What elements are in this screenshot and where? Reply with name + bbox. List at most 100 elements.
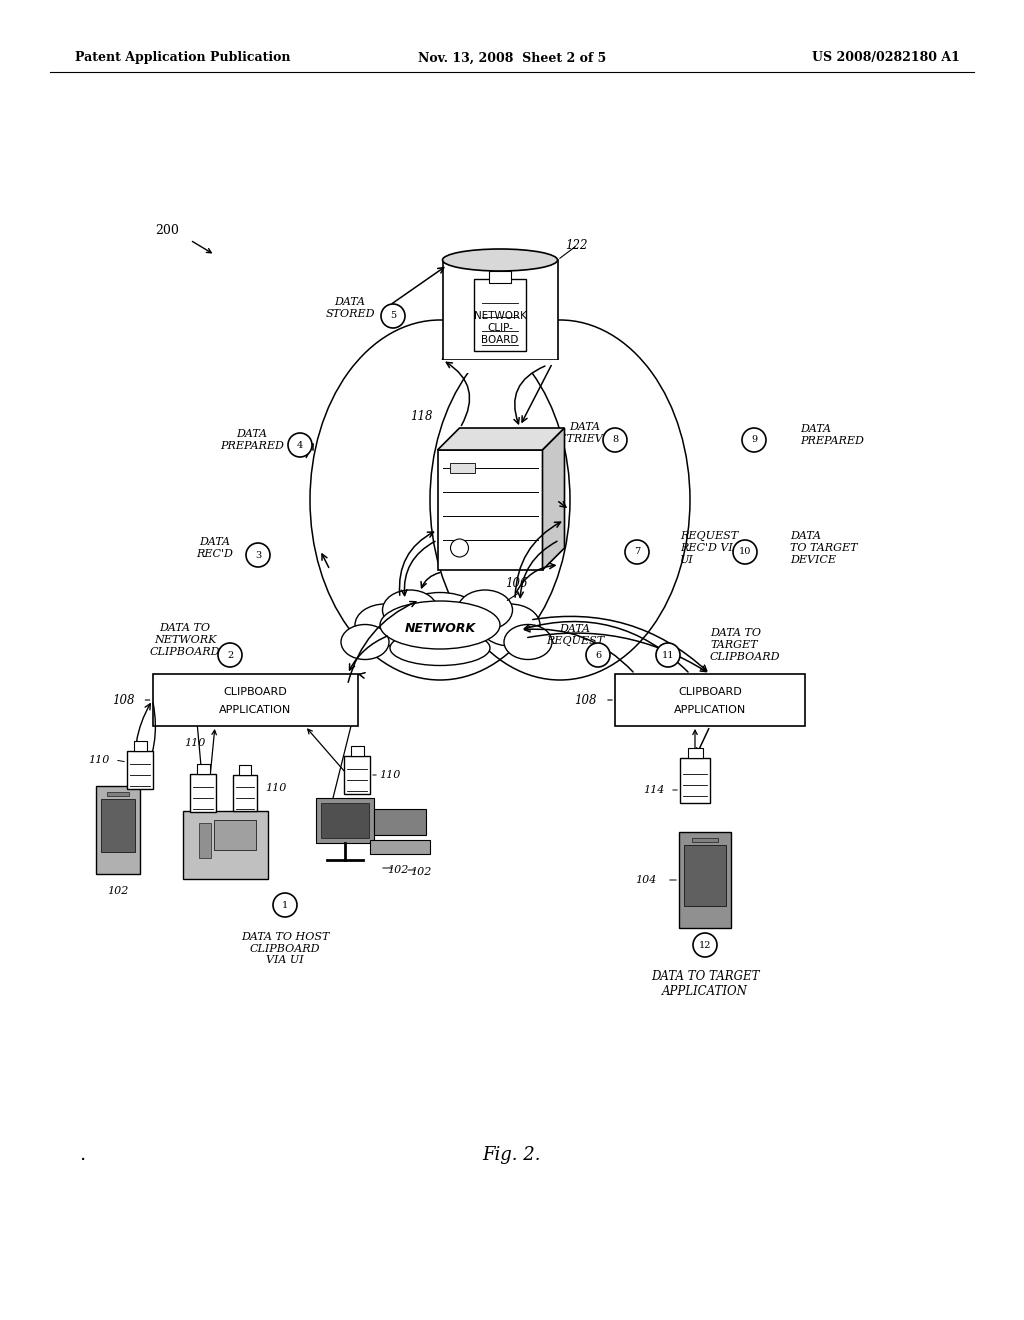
Text: Patent Application Publication: Patent Application Publication — [75, 51, 291, 65]
Text: 110: 110 — [89, 755, 110, 766]
Bar — [239, 766, 251, 775]
Circle shape — [742, 428, 766, 451]
Ellipse shape — [458, 590, 512, 630]
Text: 9: 9 — [751, 436, 757, 445]
Text: 1: 1 — [282, 900, 288, 909]
Text: 8: 8 — [612, 436, 618, 445]
Text: 122: 122 — [565, 239, 588, 252]
Ellipse shape — [355, 605, 415, 645]
Text: 10: 10 — [738, 548, 752, 557]
Text: 12: 12 — [698, 940, 712, 949]
Bar — [679, 832, 731, 928]
Text: 11: 11 — [662, 651, 674, 660]
Text: 102: 102 — [410, 867, 431, 876]
Text: 2: 2 — [227, 651, 233, 660]
Circle shape — [656, 643, 680, 667]
Text: REQUEST
REC'D VIA
UI: REQUEST REC'D VIA UI — [680, 532, 740, 565]
Circle shape — [273, 894, 297, 917]
Text: 110: 110 — [265, 783, 287, 793]
Text: 4: 4 — [297, 441, 303, 450]
Text: DATA
REC'D: DATA REC'D — [197, 537, 233, 558]
Text: CLIPBOARD: CLIPBOARD — [678, 686, 741, 697]
Circle shape — [625, 540, 649, 564]
Circle shape — [381, 304, 406, 327]
Text: 200: 200 — [155, 223, 179, 236]
Ellipse shape — [395, 593, 485, 648]
Text: 102: 102 — [387, 865, 409, 875]
Text: DATA TO
TARGET
CLIPBOARD: DATA TO TARGET CLIPBOARD — [710, 628, 780, 661]
Bar — [374, 809, 426, 836]
Text: DATA TO HOST
CLIPBOARD
VIA UI: DATA TO HOST CLIPBOARD VIA UI — [241, 932, 329, 965]
Bar — [127, 751, 153, 789]
Text: DATA
STORED: DATA STORED — [326, 297, 375, 319]
Text: 110: 110 — [184, 738, 206, 748]
Text: APPLICATION: APPLICATION — [219, 705, 291, 715]
Text: NETWORK: NETWORK — [404, 622, 475, 635]
Ellipse shape — [390, 631, 490, 665]
Bar — [687, 747, 702, 758]
Bar — [214, 820, 256, 850]
Circle shape — [288, 433, 312, 457]
Text: .: . — [80, 1146, 86, 1164]
Text: NETWORK
CLIP-
BOARD: NETWORK CLIP- BOARD — [473, 312, 526, 345]
Text: 102: 102 — [108, 886, 129, 896]
Bar — [344, 756, 370, 795]
Bar — [350, 746, 364, 756]
Text: DATA
REQUEST: DATA REQUEST — [546, 624, 604, 645]
Ellipse shape — [504, 624, 552, 660]
Bar — [370, 841, 430, 854]
Bar — [199, 822, 211, 858]
Ellipse shape — [442, 348, 557, 371]
Bar — [680, 758, 710, 803]
Circle shape — [246, 543, 270, 568]
Bar — [442, 260, 557, 360]
Bar — [190, 774, 216, 812]
Ellipse shape — [380, 601, 500, 649]
Circle shape — [451, 539, 469, 557]
Text: 108: 108 — [112, 693, 134, 706]
Bar — [692, 838, 718, 842]
Bar — [450, 463, 475, 473]
Bar — [96, 785, 140, 874]
Text: 110: 110 — [379, 770, 400, 780]
Text: Fig. 2.: Fig. 2. — [482, 1146, 542, 1164]
Circle shape — [586, 643, 610, 667]
Text: 3: 3 — [255, 550, 261, 560]
Ellipse shape — [341, 624, 389, 660]
Polygon shape — [543, 428, 564, 570]
Text: 7: 7 — [634, 548, 640, 557]
Circle shape — [603, 428, 627, 451]
Circle shape — [693, 933, 717, 957]
Ellipse shape — [383, 590, 437, 630]
Bar — [182, 810, 267, 879]
Bar — [153, 675, 357, 726]
Text: 118: 118 — [410, 411, 432, 422]
Bar — [474, 279, 526, 351]
Text: DATA
TO TARGET
DEVICE: DATA TO TARGET DEVICE — [790, 532, 857, 565]
Text: 108: 108 — [574, 693, 597, 706]
Text: APPLICATION: APPLICATION — [674, 705, 746, 715]
Bar — [321, 803, 369, 837]
Polygon shape — [437, 428, 564, 450]
Text: DATA TO
NETWORK
CLIPBOARD: DATA TO NETWORK CLIPBOARD — [150, 623, 220, 656]
Circle shape — [218, 643, 242, 667]
Text: Nov. 13, 2008  Sheet 2 of 5: Nov. 13, 2008 Sheet 2 of 5 — [418, 51, 606, 65]
Bar — [440, 360, 559, 374]
Bar — [489, 271, 511, 282]
Ellipse shape — [442, 249, 557, 271]
Bar — [197, 764, 210, 774]
Text: 104: 104 — [636, 875, 657, 884]
Text: DATA
PREPARED: DATA PREPARED — [800, 424, 864, 446]
Text: 6: 6 — [595, 651, 601, 660]
Text: DATA TO TARGET
APPLICATION: DATA TO TARGET APPLICATION — [650, 970, 759, 998]
Text: DATA
RETRIEVED: DATA RETRIEVED — [550, 422, 620, 444]
Bar — [101, 799, 135, 851]
Bar — [133, 741, 146, 751]
Bar — [106, 792, 129, 796]
Text: 114: 114 — [644, 785, 665, 795]
Text: CLIPBOARD: CLIPBOARD — [223, 686, 287, 697]
Ellipse shape — [480, 605, 540, 645]
Bar — [233, 775, 257, 810]
Text: DATA
PREPARED: DATA PREPARED — [220, 429, 284, 451]
Text: 5: 5 — [390, 312, 396, 321]
